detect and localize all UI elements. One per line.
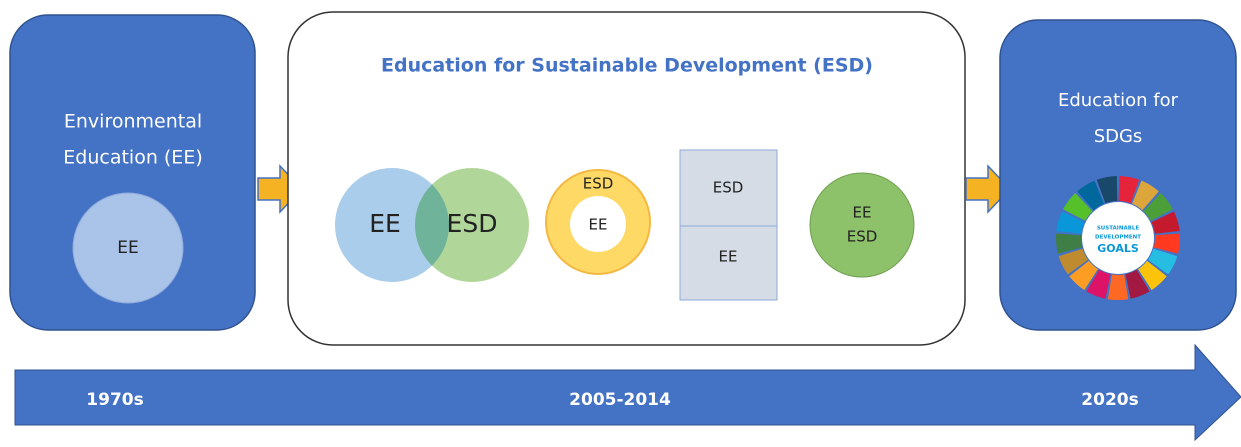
- merged-circle: [809, 172, 915, 278]
- ee-circle: [72, 192, 184, 304]
- wheel-segment: [1056, 233, 1083, 254]
- wheel-segment: [1148, 248, 1178, 275]
- wheel-segment: [1138, 260, 1167, 291]
- wheel-segment: [1125, 269, 1150, 299]
- venn-esd: [415, 168, 529, 282]
- wheel-segment: [1143, 193, 1173, 221]
- wheel-segment: [1056, 211, 1085, 234]
- stack-label: EE: [719, 248, 738, 266]
- middle-title: Education for Sustainable Development (E…: [381, 55, 873, 77]
- stack-label: ESD: [713, 179, 744, 197]
- timeline-label: 2020s: [1081, 390, 1138, 410]
- ring-label: EE: [589, 216, 608, 234]
- right-title: SDGs: [1094, 126, 1143, 147]
- logo-text: SUSTAINABLE: [1097, 226, 1140, 232]
- logo-text: GOALS: [1097, 242, 1139, 255]
- ring-inner: [570, 196, 626, 252]
- ring-label: ESD: [583, 175, 614, 193]
- venn-label: EE: [369, 209, 401, 238]
- stack-bottom: [679, 225, 778, 301]
- merged-label: EE: [853, 204, 872, 222]
- ee-label: EE: [117, 238, 138, 258]
- wheel-segment: [1069, 260, 1098, 291]
- wheel-segment: [1063, 193, 1093, 221]
- wheel-segment: [1118, 176, 1140, 204]
- wheel-segment: [1153, 233, 1180, 254]
- wheel-center: [1082, 202, 1154, 274]
- wheel-segment: [1058, 248, 1088, 275]
- timeline-label: 1970s: [86, 390, 143, 410]
- timeline-arrow: [14, 343, 1241, 442]
- wheel-segment: [1107, 274, 1129, 301]
- wheel-segment: [1132, 180, 1159, 211]
- logo-text: DEVELOPMENT: [1095, 235, 1141, 241]
- arrow: [965, 164, 1012, 214]
- stack-top: [679, 149, 778, 227]
- timeline-label: 2005-2014: [569, 390, 671, 410]
- venn-ee: [335, 168, 449, 282]
- venn-label: ESD: [447, 209, 498, 238]
- left-title: Education (EE): [63, 147, 202, 169]
- sdg-wheel: [1056, 176, 1180, 301]
- merged-label: ESD: [847, 228, 878, 246]
- wheel-segment: [1086, 269, 1111, 299]
- wheel-segment: [1096, 176, 1118, 204]
- left-title: Environmental: [64, 111, 202, 133]
- wheel-segment: [1151, 211, 1180, 234]
- left-box: [9, 14, 256, 331]
- right-title: Education for: [1058, 90, 1179, 111]
- wheel-segment: [1077, 180, 1104, 211]
